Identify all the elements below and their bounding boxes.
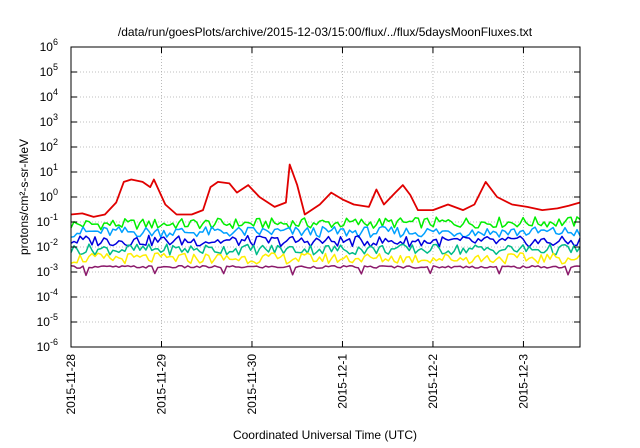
series-line bbox=[70, 216, 581, 231]
x-tick-label: 2015-12-2 bbox=[426, 354, 440, 409]
y-tick-base: 10 bbox=[37, 340, 51, 354]
x-tick-label: 2015-11-28 bbox=[64, 354, 78, 415]
y-tick-base: 10 bbox=[40, 90, 54, 104]
y-tick-base: 10 bbox=[37, 215, 51, 229]
y-tick-base: 10 bbox=[37, 290, 51, 304]
y-tick-exponent: 4 bbox=[53, 87, 58, 97]
y-tick-exponent: -4 bbox=[50, 287, 58, 297]
series-line bbox=[70, 264, 581, 277]
y-tick-label: 106 bbox=[40, 37, 58, 54]
y-tick-label: 104 bbox=[40, 87, 58, 104]
y-tick-label: 10-1 bbox=[37, 212, 58, 229]
y-tick-label: 101 bbox=[40, 162, 58, 179]
y-tick-label: 10-4 bbox=[37, 287, 58, 304]
x-tick-label: 2015-12-1 bbox=[335, 354, 349, 409]
x-axis-label: Coordinated Universal Time (UTC) bbox=[233, 428, 417, 442]
y-tick-base: 10 bbox=[40, 65, 54, 79]
y-tick-exponent: 2 bbox=[53, 137, 58, 147]
chart-title: /data/run/goesPlots/archive/2015-12-03/1… bbox=[118, 25, 533, 39]
y-tick-label: 105 bbox=[40, 62, 58, 79]
y-tick-exponent: -5 bbox=[50, 312, 58, 322]
series-line bbox=[70, 225, 581, 239]
y-tick-base: 10 bbox=[40, 140, 54, 154]
y-axis: 10-610-510-410-310-210-11001011021031041… bbox=[37, 37, 580, 354]
y-tick-exponent: -1 bbox=[50, 212, 58, 222]
y-tick-base: 10 bbox=[37, 265, 51, 279]
y-tick-base: 10 bbox=[40, 40, 54, 54]
y-tick-base: 10 bbox=[37, 315, 51, 329]
y-tick-exponent: 3 bbox=[53, 112, 58, 122]
y-tick-exponent: -2 bbox=[50, 237, 58, 247]
y-tick-label: 10-5 bbox=[37, 312, 58, 329]
x-tick-label: 2015-12-3 bbox=[516, 354, 530, 409]
y-axis-label: protons/cm²-s-sr-MeV bbox=[17, 139, 31, 255]
y-tick-label: 103 bbox=[40, 112, 58, 129]
y-tick-label: 10-3 bbox=[37, 262, 58, 279]
y-tick-base: 10 bbox=[40, 190, 54, 204]
y-tick-label: 10-6 bbox=[37, 337, 58, 354]
y-tick-exponent: -6 bbox=[50, 337, 58, 347]
y-tick-base: 10 bbox=[40, 165, 54, 179]
x-axis: 2015-11-28 2015-11-29 2015-11-30 2015-12-1 2… bbox=[64, 47, 530, 415]
y-tick-label: 10-2 bbox=[37, 237, 58, 254]
series-line bbox=[70, 243, 581, 256]
y-tick-base: 10 bbox=[40, 115, 54, 129]
x-tick-label: 2015-11-30 bbox=[245, 354, 259, 415]
y-tick-exponent: 1 bbox=[53, 162, 58, 172]
series-line bbox=[70, 163, 581, 218]
y-tick-exponent: -3 bbox=[50, 262, 58, 272]
y-tick-exponent: 6 bbox=[53, 37, 58, 47]
series-line bbox=[70, 234, 581, 248]
y-tick-base: 10 bbox=[37, 240, 51, 254]
y-tick-label: 100 bbox=[40, 187, 58, 204]
grid bbox=[71, 47, 580, 347]
y-tick-exponent: 0 bbox=[53, 187, 58, 197]
y-tick-exponent: 5 bbox=[53, 62, 58, 72]
y-tick-label: 102 bbox=[40, 137, 58, 154]
series-line bbox=[70, 252, 581, 265]
x-tick-label: 2015-11-29 bbox=[154, 354, 168, 415]
series-group bbox=[70, 163, 581, 277]
